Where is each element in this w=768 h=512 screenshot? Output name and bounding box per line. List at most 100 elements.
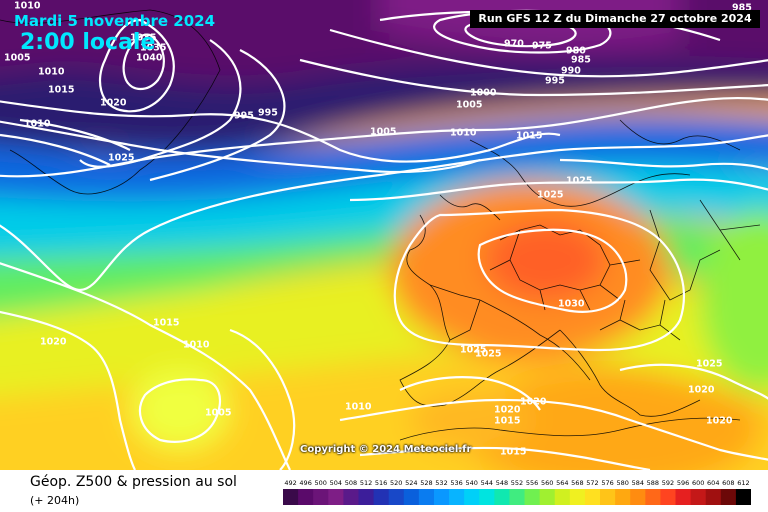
isobar-label: 1025	[108, 153, 134, 164]
legend-value-label: 544	[481, 479, 493, 487]
legend-value-label: 572	[586, 479, 598, 487]
map-title: Géop. Z500 & pression au sol	[30, 474, 237, 490]
legend-value-label: 608	[722, 479, 734, 487]
legend-value-label: 512	[360, 479, 372, 487]
legend-color-swatch	[403, 489, 420, 505]
isobar-label: 995	[258, 108, 278, 119]
legend-color-swatch	[373, 489, 390, 505]
legend-color-swatch	[388, 489, 405, 505]
legend-color-swatch	[464, 489, 480, 505]
legend-color-swatch	[313, 489, 329, 505]
legend-color-swatch	[600, 489, 616, 505]
isobar-label: 985	[571, 55, 591, 66]
isobar-label: 1010	[183, 340, 210, 351]
legend-color-swatch	[584, 489, 601, 505]
forecast-lead-time: (+ 204h)	[30, 494, 80, 507]
legend-value-label: 536	[450, 479, 462, 487]
isobar-label: 1010	[38, 67, 65, 78]
isobar-label: 1010	[24, 119, 51, 130]
legend-color-swatch	[630, 489, 646, 505]
isobars	[0, 9, 768, 470]
isobar-label: 1020	[706, 416, 733, 427]
isobar-label: 1020	[100, 98, 127, 109]
legend-value-label: 540	[465, 479, 477, 487]
isobar-label: 1030	[558, 299, 585, 310]
legend-value-label: 568	[571, 479, 583, 487]
legend-color-swatch	[645, 489, 661, 505]
legend-value-label: 560	[541, 479, 553, 487]
isobar-label: 1005	[4, 53, 30, 64]
isobar-label: 1035	[140, 43, 166, 54]
legend-color-swatch	[705, 489, 722, 505]
isobar-label: 1005	[456, 100, 482, 111]
legend-value-label: 576	[601, 479, 613, 487]
isobar-label: 1000	[470, 88, 497, 99]
legend-value-label: 612	[737, 479, 749, 487]
legend-value-label: 532	[435, 479, 447, 487]
legend-value-label: 500	[315, 479, 327, 487]
legend-color-swatch	[494, 489, 510, 505]
isobar-label: 1015	[48, 85, 74, 96]
isobar-label: 1035	[130, 33, 156, 44]
legend-color-swatch	[735, 489, 751, 505]
legend-value-label: 556	[526, 479, 538, 487]
isobar-label: 1020	[40, 337, 67, 348]
legend-color-swatch	[690, 489, 707, 505]
isobar-label: 1010	[14, 1, 41, 12]
legend-value-label: 564	[556, 479, 568, 487]
legend-color-swatch	[358, 489, 375, 505]
isobar-label: 1025	[475, 349, 501, 360]
isobar-label: 1005	[205, 408, 231, 419]
isobar-label: 995	[545, 76, 565, 87]
legend-color-swatch	[298, 489, 314, 505]
isobar-label: 1020	[688, 385, 715, 396]
pressure-map: 1010 985100510101035103510401015102010109…	[0, 0, 768, 470]
legend-value-label: 596	[677, 479, 689, 487]
legend-color-swatch	[720, 489, 737, 505]
isobar-label: 1025	[696, 359, 722, 370]
legend-color-swatch	[283, 489, 299, 505]
isobar-label: 995	[234, 111, 254, 122]
isobar-label: 1040	[136, 53, 163, 64]
legend-value-label: 580	[616, 479, 628, 487]
isobar-label: 985	[732, 3, 752, 14]
isobar-label: 1010	[450, 128, 477, 139]
copyright-notice: Copyright © 2024 Meteociel.fr	[300, 444, 472, 455]
isobar-label: 1015	[153, 318, 179, 329]
legend-color-swatch	[660, 489, 677, 505]
legend-color-swatch	[509, 489, 526, 505]
legend-value-label: 496	[299, 479, 311, 487]
legend-color-swatch	[675, 489, 692, 505]
legend-value-label: 588	[647, 479, 659, 487]
legend-color-swatch	[554, 489, 571, 505]
isobar-label: 1005	[370, 127, 396, 138]
isobar-label: 990	[561, 66, 581, 77]
forecast-date: Mardi 5 novembre 2024	[14, 12, 216, 30]
legend-value-label: 528	[420, 479, 432, 487]
legend-value-label: 492	[284, 479, 296, 487]
legend-value-label: 516	[375, 479, 387, 487]
legend-value-label: 548	[496, 479, 508, 487]
legend-color-swatch	[524, 489, 541, 505]
isobar-label: 1010	[345, 402, 372, 413]
isobar-label: 1025	[566, 176, 592, 187]
legend-value-label: 600	[692, 479, 704, 487]
legend-color-swatch	[433, 489, 450, 505]
legend-color-swatch	[539, 489, 556, 505]
isobar-label: 980	[566, 46, 586, 57]
isobar-label: 1020	[520, 397, 547, 408]
isobar-labels: 1010 985100510101035103510401015102010109…	[4, 1, 752, 458]
legend-value-label: 604	[707, 479, 719, 487]
isobar-label: 975	[532, 41, 552, 52]
legend-value-label: 592	[662, 479, 674, 487]
isobar-label: 970	[504, 39, 524, 50]
map-footer: Géop. Z500 & pression au sol (+ 204h) 49…	[0, 470, 768, 512]
legend-color-swatch	[479, 489, 495, 505]
isobar-label: 1020	[494, 405, 521, 416]
isobar-label: 1025	[537, 190, 563, 201]
legend-value-label: 504	[330, 479, 342, 487]
isobar-label: 1025	[460, 345, 486, 356]
legend-value-label: 524	[405, 479, 417, 487]
legend-value-label: 552	[511, 479, 523, 487]
